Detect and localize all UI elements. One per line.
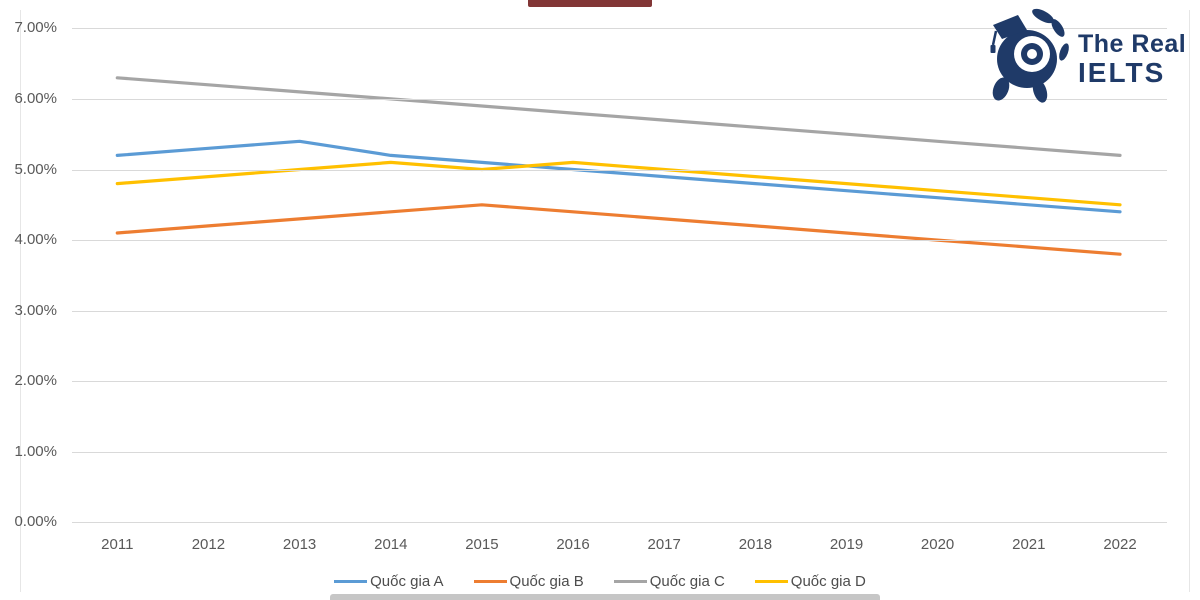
- y-tick-label: 0.00%: [14, 513, 57, 531]
- x-tick-label: 2012: [191, 536, 226, 553]
- x-tick-label: 2014: [374, 536, 408, 553]
- x-tick-label: 2021: [1012, 536, 1046, 553]
- x-tick-label: 2020: [920, 536, 955, 553]
- legend-label-d: Quốc gia D: [790, 573, 866, 590]
- x-tick-label: 2013: [282, 536, 317, 553]
- gridline: [72, 310, 1167, 312]
- legend-label-b: Quốc gia B: [509, 573, 584, 590]
- x-tick-label: 2011: [101, 536, 134, 553]
- chart-border-right: [1189, 10, 1190, 592]
- x-tick-label: 2022: [1103, 536, 1137, 553]
- legend-label-c: Quốc gia C: [649, 573, 725, 590]
- y-tick-label: 1.00%: [14, 442, 57, 460]
- series-line-quoc-gia-b: [115, 203, 1122, 256]
- gridline: [72, 28, 1167, 30]
- legend-item-quoc-gia-a: Quốc gia A: [334, 573, 444, 590]
- chart-border-left: [20, 10, 21, 592]
- gridline: [72, 451, 1167, 453]
- legend-item-quoc-gia-c: Quốc gia C: [613, 573, 725, 590]
- x-tick-label: 2018: [738, 536, 773, 553]
- mascot-icon: [990, 8, 1069, 103]
- y-tick-label: 3.00%: [14, 301, 57, 319]
- gridline: [72, 98, 1167, 100]
- x-tick-label: 2017: [647, 536, 681, 553]
- gridline: [72, 522, 1167, 524]
- legend-swatch-b: [473, 580, 507, 583]
- x-tick-label: 2015: [465, 536, 499, 553]
- y-tick-label: 2.00%: [14, 372, 57, 390]
- gridline: [72, 381, 1167, 383]
- legend-item-quoc-gia-d: Quốc gia D: [754, 573, 866, 590]
- legend-swatch-a: [334, 580, 368, 583]
- legend-item-quoc-gia-b: Quốc gia B: [473, 573, 584, 590]
- x-tick-label: 2016: [556, 536, 590, 553]
- y-tick-label: 4.00%: [14, 231, 57, 249]
- y-tick-label: 6.00%: [14, 89, 57, 107]
- series-line-quoc-gia-d: [115, 160, 1122, 207]
- y-tick-label: 5.00%: [14, 160, 57, 178]
- logo-text-line2: IELTS: [1078, 57, 1166, 88]
- gridline: [72, 240, 1167, 242]
- logo-text-line1: The Real: [1078, 30, 1187, 58]
- legend-swatch-c: [613, 580, 647, 583]
- gridline: [72, 169, 1167, 171]
- cropped-title-bar: [528, 0, 652, 7]
- series-line-quoc-gia-a: [115, 139, 1122, 214]
- legend: Quốc gia A Quốc gia B Quốc gia C Quốc gi…: [0, 573, 1200, 590]
- x-tick-label: 2019: [829, 536, 864, 553]
- legend-swatch-d: [754, 580, 788, 583]
- series-line-quoc-gia-c: [115, 76, 1122, 157]
- logo: The Real IELTS: [980, 4, 1190, 108]
- y-tick-label: 7.00%: [14, 19, 57, 37]
- legend-label-a: Quốc gia A: [370, 573, 444, 590]
- bottom-cropped-bar: [330, 594, 880, 600]
